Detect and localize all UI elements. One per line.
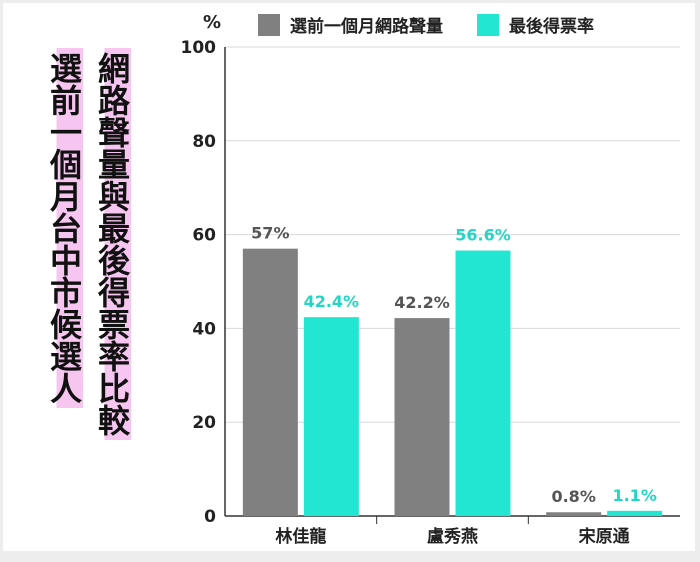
y-tick-label: 80 — [192, 132, 216, 152]
data-label: 42.2% — [394, 293, 450, 312]
y-tick-label: 40 — [192, 319, 216, 339]
data-label: 0.8% — [551, 487, 595, 506]
y-tick-label: 60 — [192, 226, 216, 246]
x-tick-label: 盧秀燕 — [427, 526, 478, 547]
data-label: 56.6% — [455, 226, 511, 245]
x-tick-label: 林佳龍 — [275, 526, 326, 547]
legend-swatch-series-b — [477, 13, 499, 36]
legend-label-series-a: 選前一個月網路聲量 — [290, 17, 443, 37]
data-label: 42.4% — [304, 292, 360, 311]
data-label: 1.1% — [612, 486, 656, 505]
bar-series-a — [546, 512, 602, 516]
legend: 選前一個月網路聲量 最後得票率 — [258, 12, 594, 37]
legend-label-series-b: 最後得票率 — [509, 17, 594, 37]
bar-series-a — [394, 318, 450, 516]
bar-series-b — [455, 250, 511, 516]
legend-item-series-a: 選前一個月網路聲量 — [258, 12, 443, 37]
legend-swatch-series-a — [258, 13, 280, 36]
bar-series-a — [242, 248, 298, 517]
bar-series-b — [303, 317, 359, 516]
chart-title-line-2: 網路聲量與最後得票率比較 — [93, 48, 131, 440]
y-axis-unit: % — [203, 12, 222, 33]
data-label: 57% — [251, 224, 289, 243]
y-tick-label: 0 — [204, 507, 216, 527]
x-tick-label: 宋原通 — [578, 526, 630, 547]
y-tick-label: 100 — [181, 38, 217, 58]
y-tick-label: 20 — [192, 413, 216, 433]
bar-series-b — [607, 510, 663, 516]
chart-title-line-1: 選前一個月台中市候選人 — [45, 48, 83, 408]
legend-item-series-b: 最後得票率 — [477, 12, 594, 37]
